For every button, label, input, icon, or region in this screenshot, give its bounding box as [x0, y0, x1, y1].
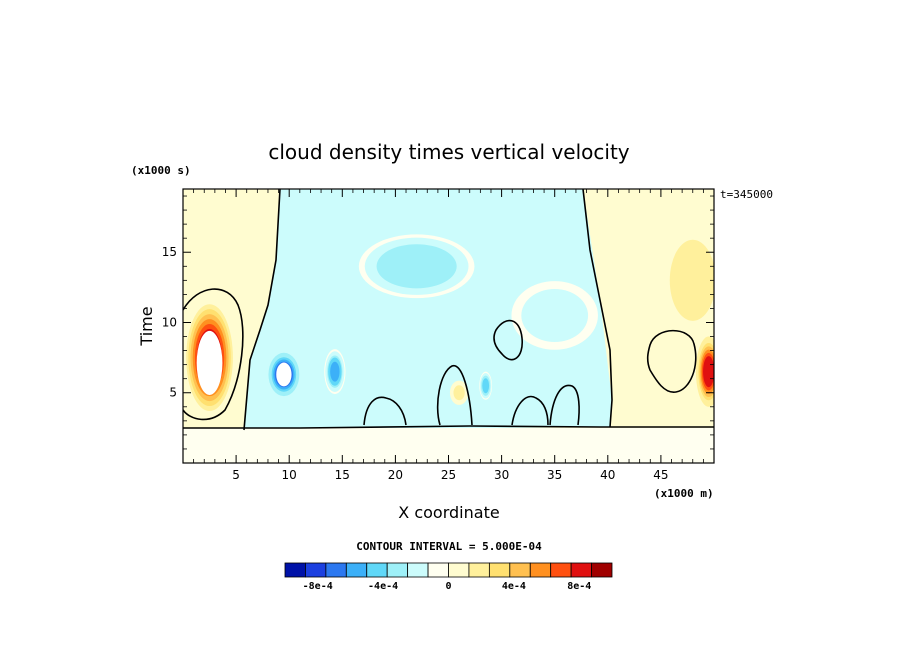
field-cell-8-band-6: [678, 255, 707, 306]
y-tick-label-10: 10: [162, 315, 177, 329]
plot-area: [183, 189, 714, 463]
colorbar-label-0: -8e-4: [303, 581, 333, 592]
colorbar-swatch-0: [284, 562, 306, 578]
colorbar-label-4: 8e-4: [567, 581, 591, 592]
colorbar-swatch-10: [488, 562, 511, 578]
field-cell-5-band-6: [482, 379, 489, 392]
colorbar-swatch-7: [427, 562, 449, 578]
field-cell-2-band-6: [330, 361, 340, 382]
colorbar-swatch-6: [407, 562, 429, 578]
x-tick-label-35: 35: [547, 468, 562, 482]
colorbar-swatch-11: [509, 562, 531, 578]
x-tick-label-30: 30: [494, 468, 509, 482]
colorbar-swatch-5: [386, 562, 409, 578]
colorbar-labels: -8e-4 -4e-4 0 4e-4 8e-4: [303, 581, 592, 592]
closed-contour-f: [549, 384, 580, 426]
x-tick-label-20: 20: [388, 468, 403, 482]
colorbar-label-3: 4e-4: [502, 581, 526, 592]
x-axis-ticks: 5 10 15 20 25 30 35 40 45: [193, 189, 704, 482]
x-tick-label-45: 45: [653, 468, 668, 482]
x-tick-label-40: 40: [600, 468, 615, 482]
chart-title: cloud density times vertical velocity: [268, 140, 629, 164]
colorbar-swatch-8: [448, 562, 470, 578]
closed-contour-d: [363, 396, 407, 426]
cloud-outline-left: [183, 288, 244, 421]
colorbar-swatch-9: [468, 562, 490, 578]
time-annotation: t=345000: [720, 188, 773, 201]
y-tick-label-15: 15: [162, 245, 177, 259]
colorbar-swatch-13: [550, 562, 572, 578]
zero-contour-left: [183, 425, 714, 429]
x-unit-label: (x1000 m): [654, 487, 714, 500]
closed-contour-a: [493, 319, 523, 361]
y-tick-label-5: 5: [169, 386, 177, 400]
colorbar-swatch-1: [305, 562, 327, 578]
y-unit-label: (x1000 s): [131, 164, 191, 177]
colorbar-swatch-15: [591, 562, 613, 578]
contour-interval-text: CONTOUR INTERVAL = 5.000E-04: [356, 540, 542, 553]
closed-contour-c: [436, 365, 473, 426]
field-cell-4-band-6: [531, 296, 579, 335]
field-cell-7-band-6: [703, 356, 714, 388]
colorbar-swatch-2: [325, 562, 347, 578]
colorbar: [284, 562, 613, 578]
y-axis-ticks: 5 10 15: [162, 195, 714, 450]
field-cell-1-core: [276, 362, 292, 387]
colorbar-label-2: 0: [445, 581, 451, 592]
y-axis-label: Time: [137, 306, 156, 346]
colorbar-label-1: -4e-4: [368, 581, 398, 592]
colorbar-swatch-14: [570, 562, 592, 578]
colorbar-swatch-3: [345, 562, 368, 578]
field-cell-6-band-6: [453, 385, 465, 401]
x-axis-label: X coordinate: [398, 503, 499, 522]
zero-contour-plume-right: [582, 189, 613, 428]
colorbar-swatch-12: [529, 562, 552, 578]
x-tick-label-10: 10: [282, 468, 297, 482]
field-cell-0-saturated: [196, 330, 223, 395]
closed-contour-b: [646, 329, 697, 393]
field-cell-3-band-6: [388, 250, 445, 282]
x-tick-label-25: 25: [441, 468, 456, 482]
zero-contour-plume-left: [243, 189, 281, 431]
colorbar-swatch-4: [366, 562, 388, 578]
closed-contour-e: [511, 395, 549, 426]
x-tick-label-5: 5: [232, 468, 240, 482]
x-tick-label-15: 15: [335, 468, 350, 482]
contour-lines: [183, 189, 714, 431]
